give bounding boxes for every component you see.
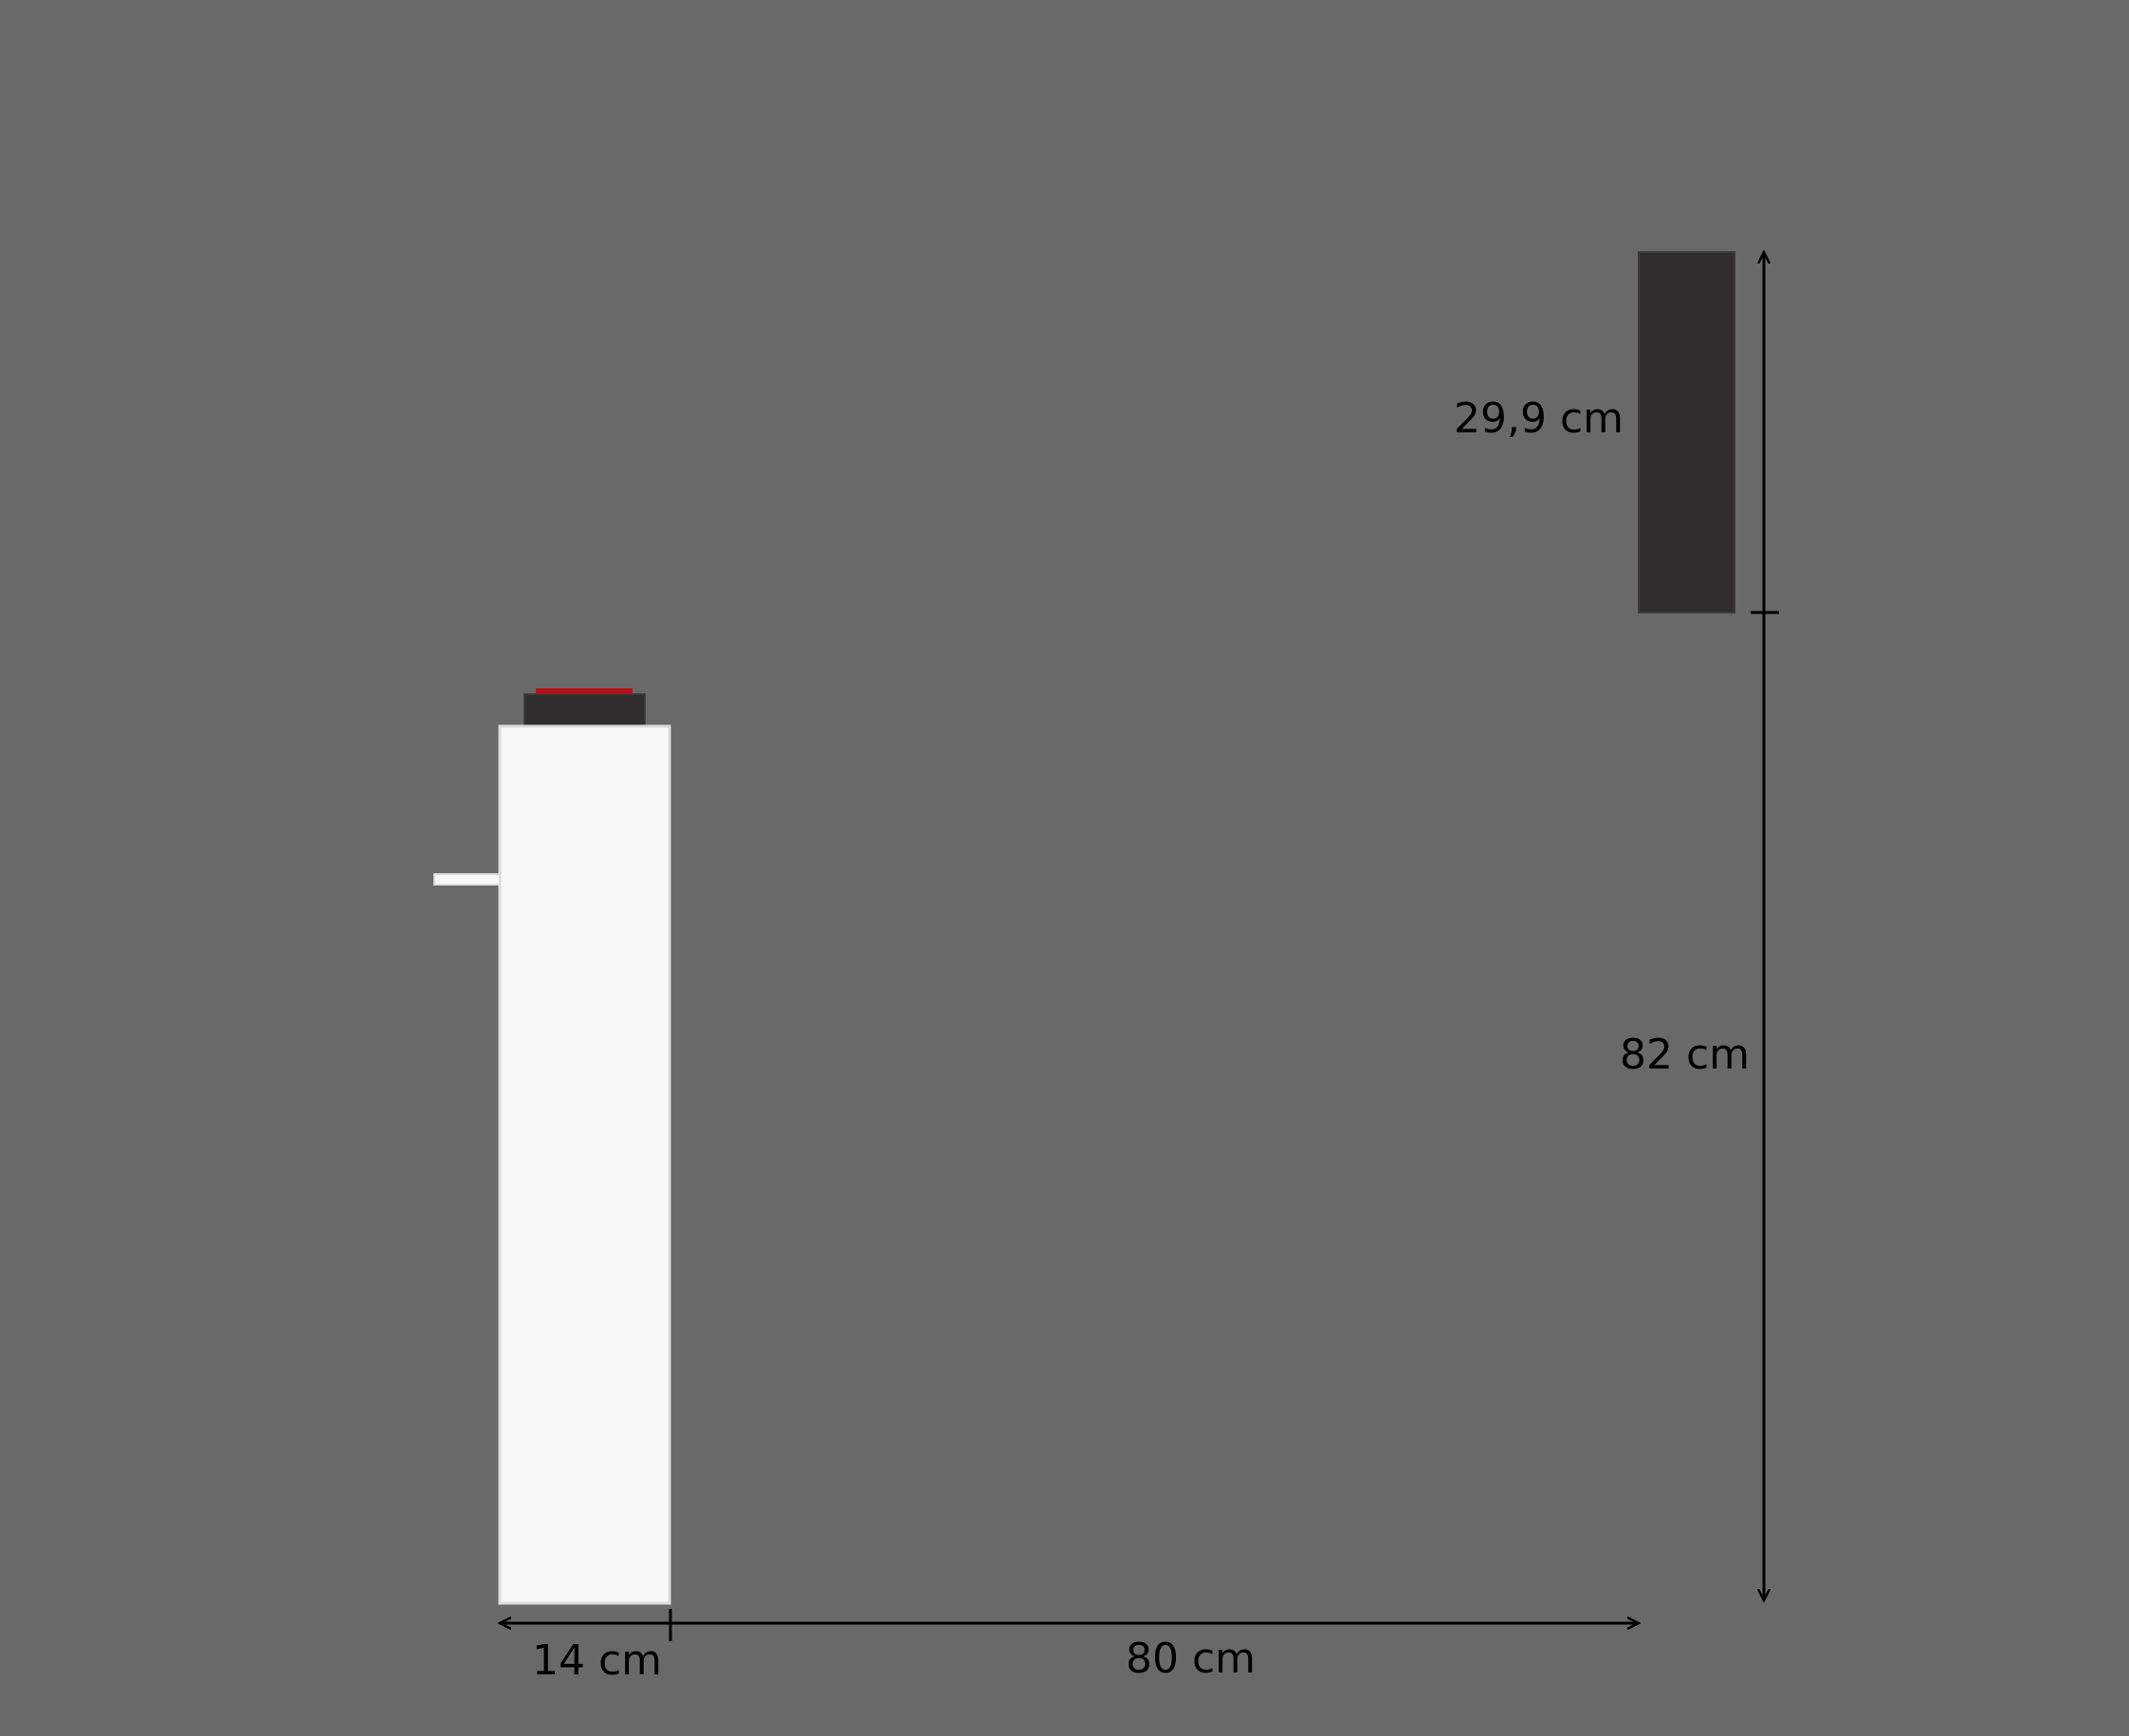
depth-label: 14 cm [532, 1636, 662, 1685]
top-device [523, 693, 646, 727]
cabinet [498, 724, 671, 1605]
wall-unit [1638, 251, 1735, 613]
device-height-label: 29,9 cm [1454, 394, 1624, 443]
distance-label: 80 cm [1126, 1635, 1256, 1683]
height-label: 82 cm [1620, 1031, 1750, 1079]
side-handle [433, 873, 501, 886]
top-device-red-light [536, 688, 633, 694]
